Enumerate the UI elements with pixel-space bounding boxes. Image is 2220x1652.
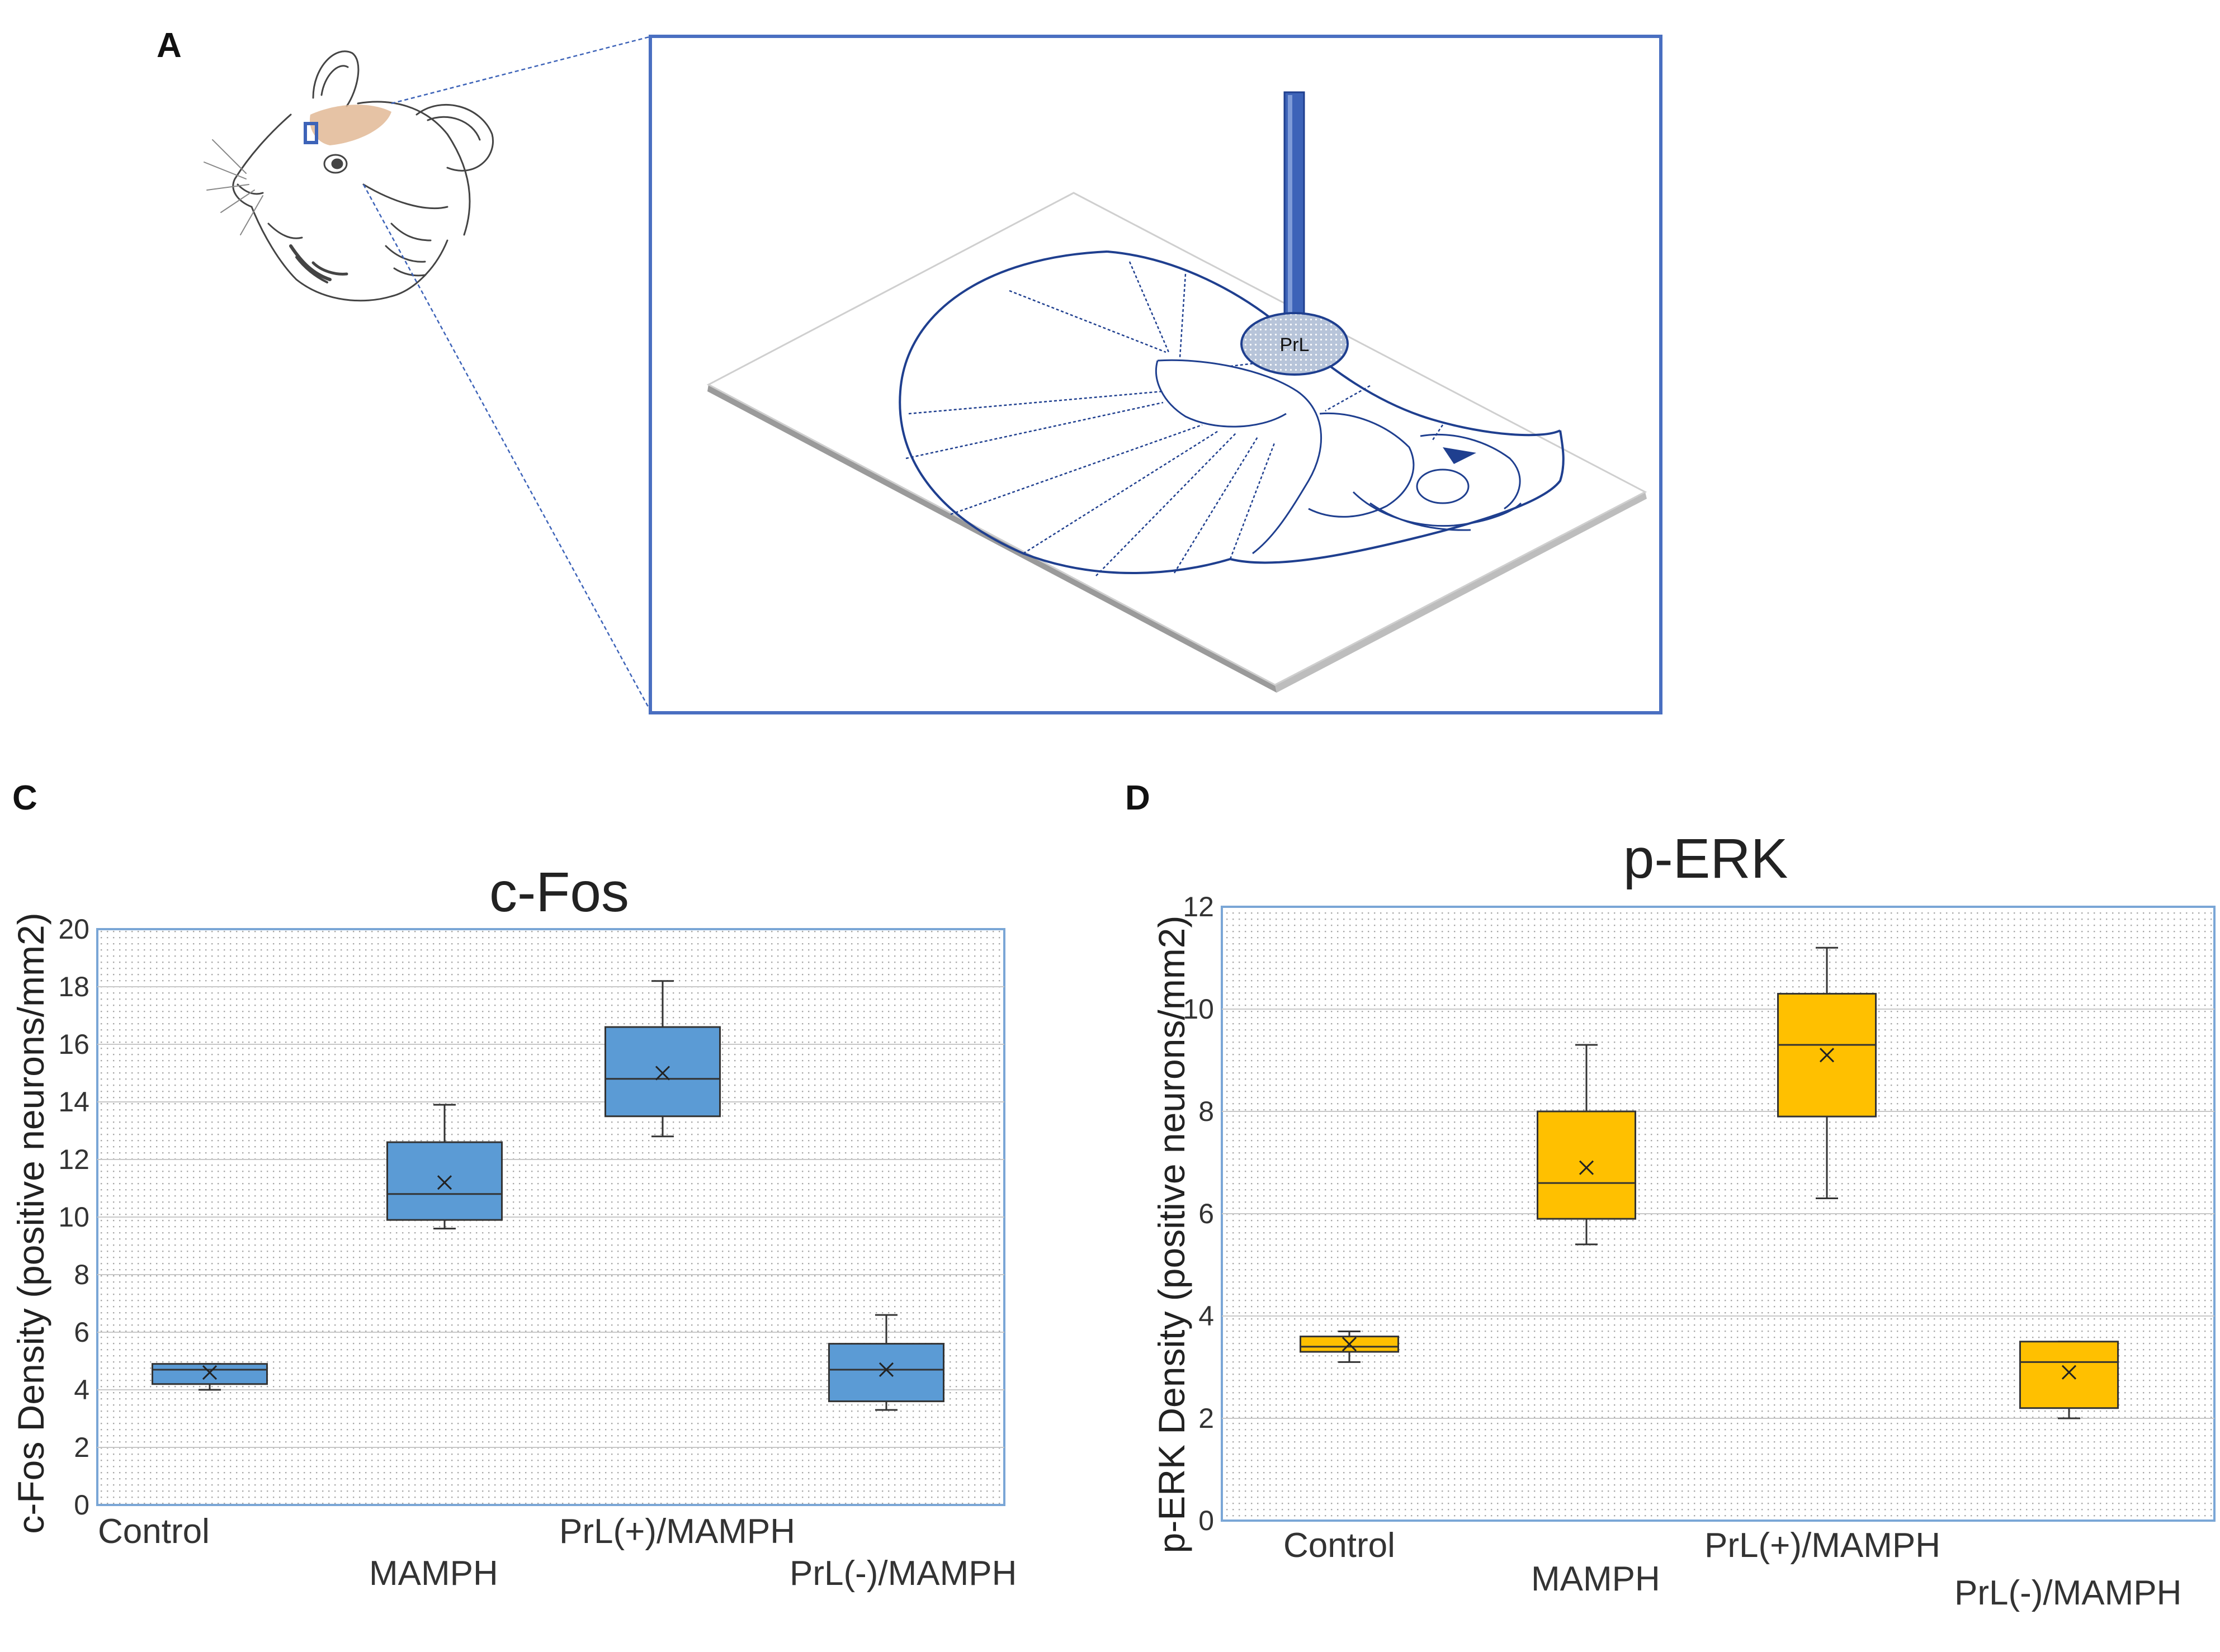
cfos-category-label: Control (98, 1512, 210, 1551)
mean-marker (878, 1362, 894, 1378)
perk-y-axis-label: p-ERK Density (positive neurons/mm2) (1151, 916, 1192, 1554)
box-iqr (2019, 1341, 2119, 1409)
prl-label: PrL (1280, 334, 1310, 356)
perk-category-label: PrL(-)/MAMPH (1954, 1574, 2181, 1612)
cfos-boxes (152, 980, 944, 1411)
perk-gridlines (1222, 1009, 2214, 1419)
perk-box-2 (1777, 946, 1877, 1200)
panel-letter-d: D (1125, 779, 1150, 817)
perk-category-label: MAMPH (1531, 1560, 1660, 1598)
perk-y-tick-label: 8 (1198, 1096, 1214, 1127)
cfos-y-tick-label: 2 (74, 1432, 89, 1463)
mean-marker (1819, 1048, 1835, 1063)
box-iqr (152, 1363, 268, 1385)
cfos-y-tick-label: 8 (74, 1259, 89, 1290)
mean-marker (1342, 1337, 1357, 1352)
perk-y-tick-label: 2 (1198, 1403, 1214, 1434)
perk-category-label: Control (1283, 1526, 1395, 1565)
perk-chart: p-ERK p-ERK Density (positive neurons/mm… (1151, 827, 2216, 1612)
zoom-line-top (391, 35, 652, 105)
mean-marker (202, 1365, 218, 1380)
cannula-probe (1283, 91, 1305, 323)
perk-y-tick-label: 12 (1183, 891, 1214, 922)
cfos-category-label: PrL(-)/MAMPH (790, 1554, 1017, 1593)
cfos-category-label: MAMPH (369, 1554, 498, 1593)
cfos-chart: c-Fos c-Fos Density (positive neurons/mm… (10, 861, 1017, 1593)
cfos-y-tick-label: 0 (74, 1489, 89, 1521)
cfos-box-3 (828, 1314, 944, 1411)
cfos-y-tick-label: 4 (74, 1374, 89, 1405)
cfos-y-tick-label: 10 (58, 1201, 89, 1233)
perk-y-ticks: 0 2 4 6 8 10 12 (1183, 891, 1214, 1536)
mean-marker (437, 1175, 452, 1190)
cfos-y-tick-label: 18 (58, 971, 89, 1002)
perk-box-3 (2019, 1341, 2119, 1419)
brain-section (899, 250, 1565, 574)
box-iqr (604, 1026, 721, 1118)
perk-y-tick-label: 0 (1198, 1505, 1214, 1536)
box-iqr (386, 1141, 503, 1221)
perk-box-1 (1537, 1044, 1636, 1246)
zoom-line-bottom (362, 184, 653, 713)
perk-category-label: PrL(+)/MAMPH (1704, 1526, 1940, 1565)
cfos-y-tick-label: 14 (58, 1086, 89, 1118)
skull-highlight (310, 105, 391, 145)
box-iqr (1300, 1336, 1399, 1353)
perk-boxes (1300, 946, 2119, 1419)
mean-marker (1579, 1160, 1594, 1175)
cfos-y-tick-label: 12 (58, 1144, 89, 1175)
perk-chart-title: p-ERK (1623, 827, 1788, 890)
perk-y-tick-label: 6 (1198, 1198, 1214, 1229)
cfos-y-tick-label: 16 (58, 1029, 89, 1060)
box-iqr (1537, 1110, 1636, 1220)
panel-letter-c: C (12, 779, 37, 817)
cfos-box-0 (152, 1363, 268, 1391)
cfos-y-tick-label: 20 (58, 913, 89, 945)
box-iqr (828, 1343, 944, 1403)
cfos-y-axis-label: c-Fos Density (positive neurons/mm2) (10, 912, 51, 1533)
prl-marker (304, 122, 318, 144)
cfos-category-label: PrL(+)/MAMPH (559, 1512, 795, 1551)
cfos-box-1 (386, 1104, 503, 1230)
cfos-y-ticks: 0 2 4 6 8 10 12 14 16 18 20 (58, 913, 89, 1521)
perk-y-tick-label: 10 (1183, 993, 1214, 1025)
cfos-chart-title: c-Fos (489, 861, 629, 924)
perk-y-tick-label: 4 (1198, 1300, 1214, 1332)
panel-letter-a: A (157, 26, 182, 65)
prl-region (1240, 312, 1349, 376)
mean-marker (2061, 1365, 2077, 1380)
cfos-box-2 (604, 980, 721, 1138)
perk-box-0 (1300, 1330, 1399, 1363)
mean-marker (655, 1066, 670, 1081)
perk-categories: Control MAMPH PrL(+)/MAMPH PrL(-)/MAMPH (1283, 1526, 2181, 1612)
cfos-y-tick-label: 6 (74, 1317, 89, 1348)
rat-head-illustration (204, 50, 494, 302)
